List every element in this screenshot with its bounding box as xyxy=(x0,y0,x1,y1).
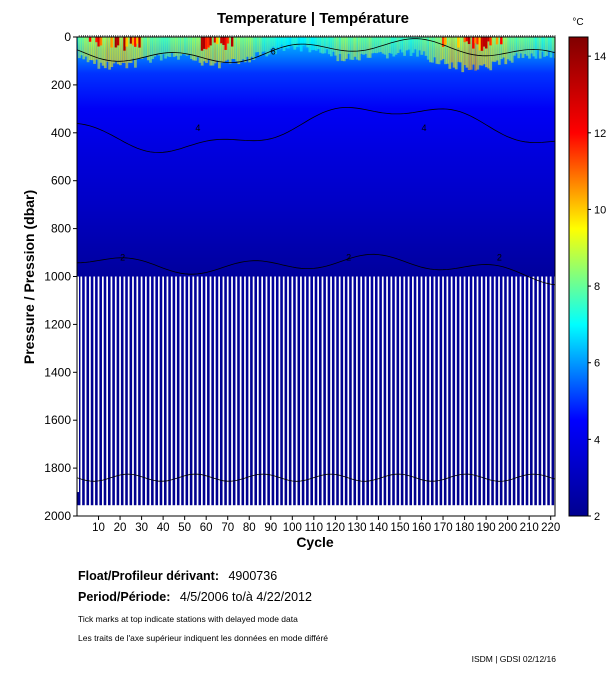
footer-credit: ISDM | GDSI 02/12/16 xyxy=(471,654,556,664)
x-axis-label: Cycle xyxy=(296,534,334,550)
x-axis: 10 20 30 40 50 60 70 80 90 100 110 120 130 140 150 160 1… xyxy=(92,516,560,534)
x-tick-label: 160 xyxy=(412,522,431,534)
y-tick-label: 200 xyxy=(51,78,71,92)
contour-label: 2 xyxy=(497,252,502,262)
colorbar-ticks: 2 4 6 8 10 12 14 xyxy=(588,51,606,523)
contour-label: 2 xyxy=(120,252,125,262)
x-tick-label: 10 xyxy=(92,522,105,534)
colorbar-tick-label: 6 xyxy=(594,358,600,370)
float-label: Float/Profileur dérivant: xyxy=(78,569,219,583)
contour-label: 6 xyxy=(271,46,276,56)
x-tick-label: 110 xyxy=(305,522,323,534)
x-tick-label: 170 xyxy=(433,522,452,534)
contour-label: 2 xyxy=(346,252,351,262)
y-tick-label: 1800 xyxy=(44,461,71,475)
colorbar-tick-label: 8 xyxy=(594,281,600,293)
surface-warm-layer xyxy=(78,37,555,73)
y-tick-label: 2000 xyxy=(44,509,71,523)
period-value: 4/5/2006 to/à 4/22/2012 xyxy=(179,590,312,604)
y-tick-label: 600 xyxy=(51,174,71,188)
float-info: Float/Profileur dérivant: 4900736 xyxy=(78,569,277,583)
contour-line-2 xyxy=(77,253,555,286)
colorbar xyxy=(568,36,589,517)
delayed-mode-ticks xyxy=(78,35,556,37)
y-axis: 0 200 400 600 800 1000 1200 1400 1600 1800 2000 xyxy=(44,30,77,523)
x-tick-label: 220 xyxy=(541,522,560,534)
plot-area: 2 4 6 2 4 2 xyxy=(77,37,555,516)
note-english: Tick marks at top indicate stations with… xyxy=(78,614,298,624)
x-tick-label: 150 xyxy=(390,522,409,534)
contour-line-6 xyxy=(77,38,555,63)
y-axis-label: Pressure / Pression (dbar) xyxy=(21,190,37,364)
x-tick-label: 100 xyxy=(283,522,302,534)
y-tick-label: 1200 xyxy=(44,317,71,331)
chart-title: Temperature | Température xyxy=(217,10,409,27)
period-info: Period/Période: 4/5/2006 to/à 4/22/2012 xyxy=(78,590,312,604)
period-label: Period/Période: xyxy=(78,590,171,604)
x-tick-label: 200 xyxy=(498,522,517,534)
float-value: 4900736 xyxy=(228,569,278,583)
y-tick-label: 1000 xyxy=(44,270,71,284)
x-tick-label: 130 xyxy=(347,522,366,534)
colorbar-unit: °C xyxy=(572,17,583,28)
x-tick-label: 180 xyxy=(455,522,474,534)
x-tick-label: 190 xyxy=(477,522,496,534)
contour-label: 4 xyxy=(422,123,427,133)
profile-gaps xyxy=(77,276,555,516)
contour-lines: 2 4 6 2 4 2 xyxy=(77,38,555,482)
x-tick-label: 90 xyxy=(264,522,277,534)
colorbar-tick-label: 2 xyxy=(594,511,600,523)
x-tick-label: 120 xyxy=(326,522,345,534)
y-tick-label: 800 xyxy=(51,222,71,236)
y-tick-label: 400 xyxy=(51,126,71,140)
y-tick-label: 0 xyxy=(64,30,71,44)
x-tick-label: 40 xyxy=(157,522,170,534)
x-tick-label: 70 xyxy=(221,522,234,534)
x-tick-label: 20 xyxy=(114,522,127,534)
x-tick-label: 50 xyxy=(178,522,191,534)
contour-line-deep xyxy=(77,473,555,482)
note-french: Les traits de l'axe supérieur indiquent … xyxy=(78,633,329,643)
contour-label: 4 xyxy=(195,123,200,133)
x-tick-label: 80 xyxy=(243,522,256,534)
colorbar-tick-label: 12 xyxy=(594,128,606,140)
colorbar-tick-label: 4 xyxy=(594,434,600,446)
y-tick-label: 1600 xyxy=(44,413,71,427)
heatmap-field xyxy=(77,37,555,516)
x-tick-label: 30 xyxy=(135,522,148,534)
contour-line-4 xyxy=(77,107,555,153)
y-tick-label: 1400 xyxy=(44,365,71,379)
x-tick-label: 210 xyxy=(520,522,539,534)
x-tick-label: 60 xyxy=(200,522,213,534)
x-tick-label: 140 xyxy=(369,522,388,534)
colorbar-tick-label: 14 xyxy=(594,51,606,63)
colorbar-tick-label: 10 xyxy=(594,204,606,216)
